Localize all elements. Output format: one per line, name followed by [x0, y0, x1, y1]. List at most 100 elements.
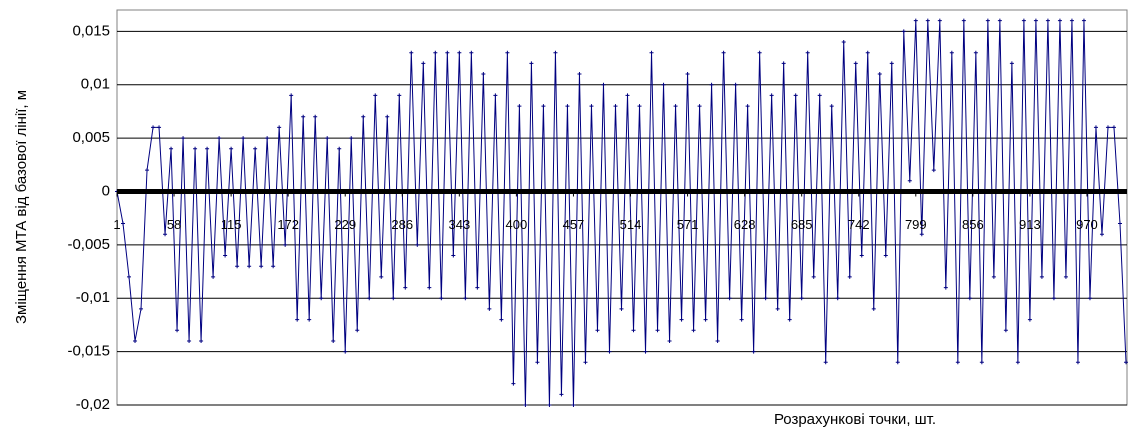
data-point — [709, 82, 714, 87]
y-tick-label: 0,005 — [72, 129, 110, 146]
x-tick-label: 571 — [677, 217, 699, 232]
data-point — [1087, 296, 1092, 301]
data-point — [529, 61, 534, 66]
data-point — [973, 50, 978, 55]
data-point — [955, 360, 960, 365]
data-point — [535, 360, 540, 365]
data-point — [313, 114, 318, 119]
data-point — [835, 296, 840, 301]
data-point — [1027, 317, 1032, 322]
data-point — [487, 306, 492, 311]
data-point — [679, 317, 684, 322]
data-point — [685, 72, 690, 77]
data-point — [433, 50, 438, 55]
data-point — [1051, 296, 1056, 301]
data-point — [1003, 328, 1008, 333]
x-tick-label: 628 — [734, 217, 756, 232]
data-point — [583, 360, 588, 365]
data-point — [163, 232, 168, 237]
data-point — [511, 381, 516, 386]
data-point — [823, 360, 828, 365]
x-tick-label: 172 — [277, 217, 299, 232]
data-point — [247, 264, 252, 269]
x-tick-label: 856 — [962, 217, 984, 232]
data-point — [409, 50, 414, 55]
y-axis-title: Зміщення МТА від базової лінії, м — [13, 90, 30, 324]
x-tick-label: 400 — [506, 217, 528, 232]
data-point — [661, 82, 666, 87]
data-point — [1021, 18, 1026, 23]
data-point — [901, 29, 906, 34]
data-point — [397, 93, 402, 98]
data-point — [1039, 274, 1044, 279]
data-point — [697, 104, 702, 109]
data-point — [301, 114, 306, 119]
data-point — [343, 349, 348, 354]
data-point — [625, 93, 630, 98]
data-point — [919, 232, 924, 237]
data-point — [619, 306, 624, 311]
data-point — [169, 146, 174, 151]
data-point — [613, 104, 618, 109]
data-point — [565, 104, 570, 109]
data-point — [721, 50, 726, 55]
data-point — [769, 93, 774, 98]
data-point — [631, 328, 636, 333]
data-point — [991, 274, 996, 279]
data-point — [1081, 18, 1086, 23]
data-point — [805, 50, 810, 55]
data-point — [439, 296, 444, 301]
data-point — [121, 221, 126, 226]
y-tick-label: 0,015 — [72, 22, 110, 39]
data-point — [715, 338, 720, 343]
data-point — [541, 104, 546, 109]
data-point — [469, 50, 474, 55]
data-point — [739, 317, 744, 322]
y-tick-label: -0,005 — [67, 236, 110, 253]
x-axis-title: Розрахункові точки, шт. — [774, 411, 936, 428]
data-point — [307, 317, 312, 322]
data-point — [421, 61, 426, 66]
data-point — [151, 125, 156, 130]
data-point — [175, 328, 180, 333]
data-point — [595, 328, 600, 333]
data-point — [763, 296, 768, 301]
data-point — [337, 146, 342, 151]
data-point — [577, 72, 582, 77]
data-point — [985, 18, 990, 23]
data-point — [391, 296, 396, 301]
data-point — [1105, 125, 1110, 130]
data-point — [187, 338, 192, 343]
data-point — [673, 104, 678, 109]
data-point — [505, 50, 510, 55]
data-point — [385, 114, 390, 119]
data-point — [655, 328, 660, 333]
data-point — [481, 72, 486, 77]
data-point — [199, 338, 204, 343]
data-point — [607, 349, 612, 354]
data-point — [271, 264, 276, 269]
data-point — [205, 146, 210, 151]
data-point — [961, 18, 966, 23]
data-point — [889, 61, 894, 66]
data-point — [259, 264, 264, 269]
data-point — [643, 349, 648, 354]
y-tick-label: 0 — [102, 182, 110, 199]
x-tick-label: 457 — [563, 217, 585, 232]
data-point — [691, 328, 696, 333]
data-point — [877, 72, 882, 77]
data-point — [967, 296, 972, 301]
data-point — [523, 403, 528, 407]
data-point — [355, 328, 360, 333]
data-point — [493, 93, 498, 98]
data-point — [451, 253, 456, 258]
data-point — [157, 125, 162, 130]
data-point — [211, 274, 216, 279]
x-tick-label: 970 — [1076, 217, 1098, 232]
data-point — [427, 285, 432, 290]
data-point — [193, 146, 198, 151]
data-point — [997, 18, 1002, 23]
data-point — [943, 285, 948, 290]
data-point — [799, 296, 804, 301]
